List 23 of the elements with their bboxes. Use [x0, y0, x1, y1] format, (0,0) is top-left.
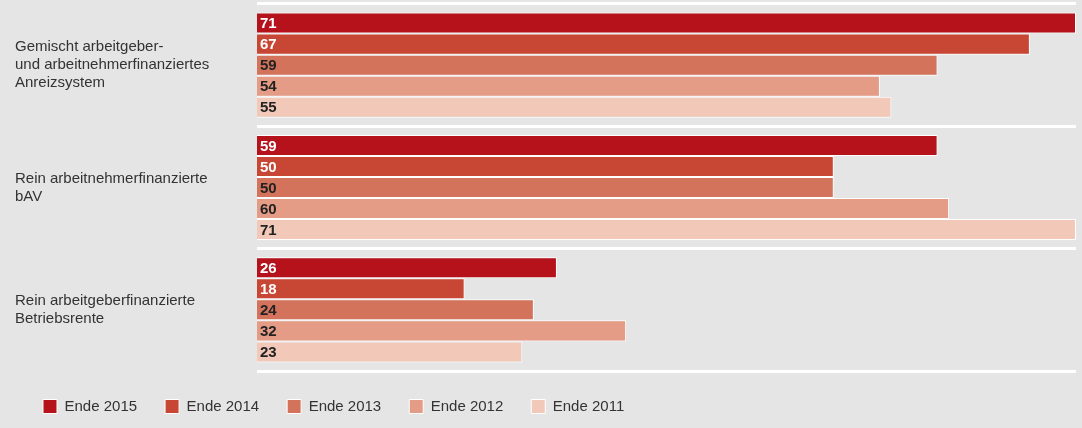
data-label: 50	[260, 157, 277, 175]
data-label: 23	[260, 343, 277, 361]
data-label: 71	[260, 14, 277, 32]
data-label: 59	[260, 136, 277, 154]
legend-label: Ende 2011	[552, 396, 625, 414]
data-label: 60	[260, 199, 277, 217]
data-label: 50	[260, 178, 277, 196]
data-label: 71	[260, 220, 277, 238]
legend-label: Ende 2014	[186, 396, 260, 414]
legend-label: Ende 2015	[64, 396, 138, 414]
data-label: 32	[260, 322, 277, 340]
data-label: 24	[260, 300, 278, 318]
data-label: 55	[260, 98, 277, 116]
data-label: 67	[260, 35, 277, 53]
data-label: 18	[260, 279, 277, 297]
legend-label: Ende 2012	[430, 396, 504, 414]
data-label: 54	[260, 77, 278, 95]
y-tick-label: Gemischt arbeitgeber- und arbeitnehmerfinanziertes Anreizsystem	[15, 37, 210, 91]
legend-label: Ende 2013	[308, 396, 382, 414]
y-tick-label: Rein arbeitnehmerfinanzierte bAV	[15, 168, 208, 204]
data-label: 26	[260, 258, 277, 276]
y-tick-label: Rein arbeitgeberfinanzierte Betriebsrente	[15, 290, 196, 326]
data-label: 59	[260, 56, 277, 74]
